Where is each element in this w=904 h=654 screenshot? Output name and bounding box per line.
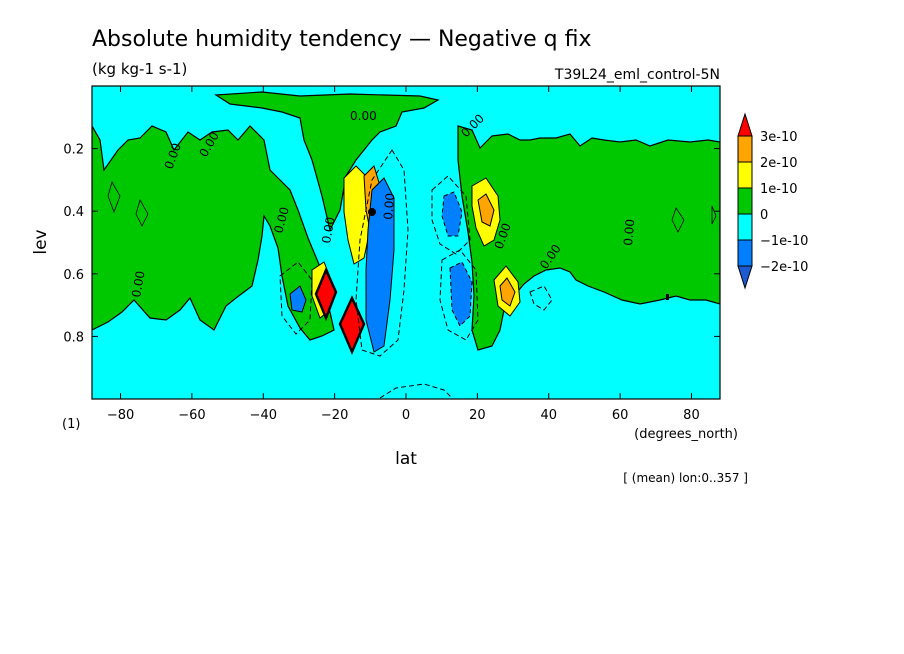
dashed-contour-6 (529, 285, 553, 311)
y-axis: 0.2 0.4 0.6 0.8 (63, 143, 720, 345)
colorbar-label: −2e-10 (760, 260, 808, 275)
run-label: T39L24_eml_control-5N (554, 67, 720, 83)
y-tick-label: 0.6 (63, 268, 84, 283)
colorbar-label: 1e-10 (760, 182, 798, 197)
region-positive-west (92, 124, 335, 341)
x-axis-unit: (degrees_north) (634, 427, 738, 442)
x-tick-label: −60 (178, 408, 205, 423)
footnote: [ (mean) lon:0..357 ] (623, 471, 748, 485)
contour-label: 0.00 (271, 205, 291, 234)
colorbar-label: 3e-10 (760, 130, 798, 145)
contour-label: 0.00 (129, 270, 147, 299)
colorbar-label: 0 (760, 208, 768, 223)
region-blue-north-upper (441, 191, 463, 237)
x-tick-label: 0 (402, 408, 410, 423)
x-tick-label: −20 (321, 408, 348, 423)
x-tick-label: 80 (683, 408, 700, 423)
x-axis-label: lat (395, 449, 417, 469)
y-axis-unit: (1) (62, 417, 80, 432)
inner-contour-2 (135, 198, 149, 227)
colorbar-label: 2e-10 (760, 156, 798, 171)
region-orange-north-low (499, 277, 516, 307)
y-axis-label: lev (31, 229, 51, 254)
colorbar-swatch (737, 161, 753, 189)
dashed-contour-2 (431, 175, 471, 255)
x-axis: −80 −60 −40 −20 0 20 40 60 80 (107, 86, 700, 423)
colorbar-label: −1e-10 (760, 234, 808, 249)
inner-contour-1 (107, 180, 121, 214)
y-tick-label: 0.2 (63, 143, 84, 158)
contour-marker-small (666, 294, 669, 300)
x-tick-label: −80 (107, 408, 134, 423)
dashed-contour-4 (279, 261, 313, 335)
inner-contour-3 (671, 207, 685, 233)
colorbar-swatch (737, 112, 753, 137)
dashed-contour-3 (439, 249, 479, 341)
colorbar-swatch (737, 213, 753, 241)
region-blue-north-lower (449, 261, 473, 327)
x-tick-label: 20 (469, 408, 486, 423)
colorbar: 3e-10 2e-10 1e-10 0 −1e-10 −2e-10 (737, 112, 808, 290)
colorbar-swatch (737, 239, 753, 267)
x-tick-label: −40 (250, 408, 277, 423)
y-tick-label: 0.8 (63, 330, 84, 345)
x-tick-label: 40 (540, 408, 557, 423)
region-positive-east (457, 125, 720, 351)
region-blue-core (365, 177, 395, 353)
colorbar-swatch (737, 187, 753, 215)
contour-label: 0.00 (621, 218, 637, 246)
dashed-contour-1 (355, 149, 409, 357)
region-orange-north (477, 193, 495, 227)
region-red-peak-2 (338, 295, 366, 356)
dashed-contour-5 (379, 383, 453, 399)
plot-area (92, 86, 720, 399)
chart-title: Absolute humidity tendency — Negative q … (92, 27, 592, 52)
region-blue-west (289, 285, 307, 313)
chart-units: (kg kg-1 s-1) (92, 60, 187, 78)
contour-label: 0.00 (350, 109, 377, 123)
colorbar-swatch (737, 265, 753, 290)
y-tick-label: 0.4 (63, 205, 84, 220)
contour-label: 0.00 (319, 216, 337, 245)
region-positive-aloft (214, 91, 440, 232)
contour-marker (368, 208, 376, 216)
region-red-peak-1 (314, 266, 338, 322)
x-tick-label: 60 (612, 408, 629, 423)
contour-label: 0.00 (381, 192, 397, 220)
colorbar-swatch (737, 135, 753, 163)
